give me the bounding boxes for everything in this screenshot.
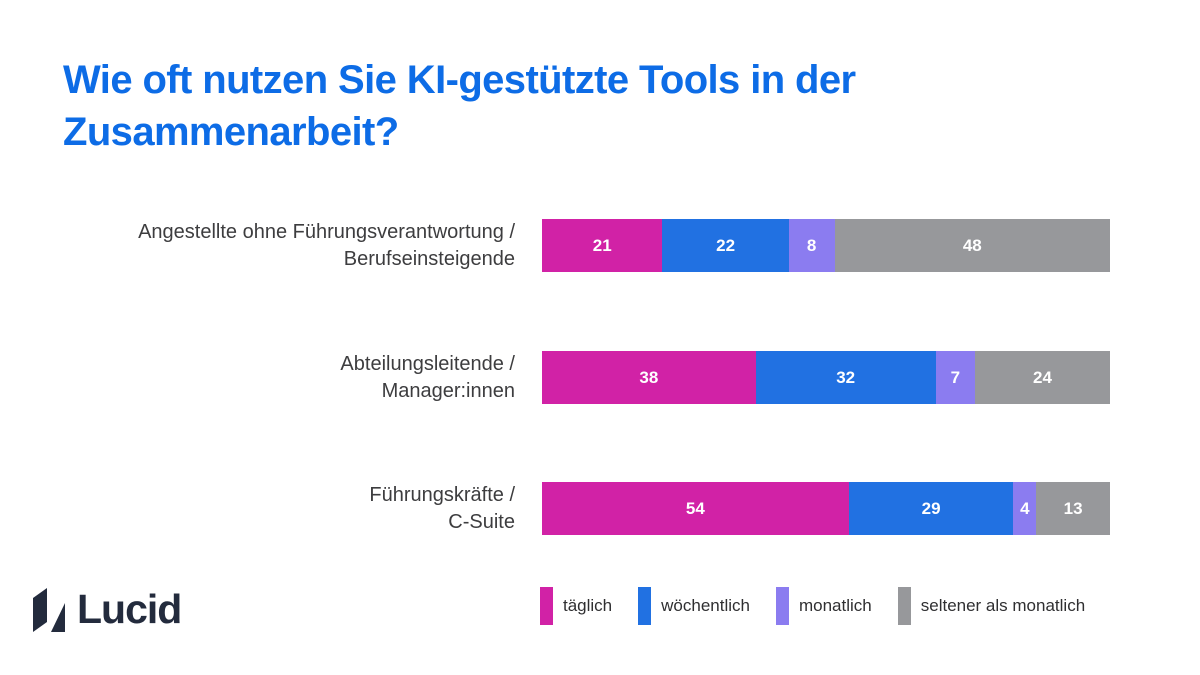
segment-value: 13: [1063, 498, 1083, 518]
segment-value: 4: [1020, 498, 1030, 518]
category-label: Führungskräfte / C-Suite: [369, 484, 515, 533]
stacked-bar: 21 22 8 48: [542, 219, 1110, 272]
bar-segment-wöchentlich: 29: [848, 482, 1014, 535]
lucid-logo: Lucid: [30, 584, 182, 634]
legend-label: seltener als monatlich: [920, 596, 1086, 615]
bar-segment-seltener-als-monatlich: 24: [975, 351, 1110, 404]
segment-value: 48: [962, 235, 982, 255]
chart-row: Abteilungsleitende / Manager:innen 38 32 7 24: [0, 351, 1110, 404]
chart-title: Wie oft nutzen Sie KI-gestützte Tools in…: [63, 58, 856, 154]
bar-segment-monatlich: 7: [935, 351, 975, 404]
segment-value: 22: [716, 235, 736, 255]
lucid-logo-text: Lucid: [77, 585, 182, 632]
stacked-bar: 38 32 7 24: [542, 351, 1110, 404]
segment-value: 29: [921, 498, 941, 518]
bar-segment-täglich: 38: [542, 351, 756, 404]
bar-segment-seltener-als-monatlich: 48: [834, 219, 1110, 272]
legend-item: monatlich: [775, 587, 872, 625]
legend-item: täglich: [540, 587, 612, 625]
legend-item: seltener als monatlich: [897, 587, 1086, 625]
segment-value: 21: [592, 235, 612, 255]
bar-segment-täglich: 21: [542, 219, 663, 272]
legend-swatch-icon: [638, 587, 652, 625]
legend-swatch-icon: [540, 587, 553, 625]
legend-label: täglich: [563, 596, 613, 615]
bar-segment-wöchentlich: 32: [755, 351, 936, 404]
segment-value: 7: [950, 367, 961, 387]
segment-value: 8: [806, 235, 817, 255]
segment-value: 54: [685, 498, 705, 518]
chart-legend: täglich wöchentlich monatlich seltener als …: [540, 587, 1085, 625]
segment-value: 38: [639, 367, 659, 387]
chart-row: Angestellte ohne Führungsverantwortung /…: [0, 219, 1110, 272]
segment-value: 32: [836, 367, 856, 387]
stacked-bar: 54 29 4 13: [542, 482, 1110, 535]
bar-segment-seltener-als-monatlich: 13: [1036, 482, 1110, 535]
category-label: Abteilungsleitende / Manager:innen: [340, 353, 515, 402]
chart-row: Führungskräfte / C-Suite 54 29 4 13: [0, 482, 1110, 535]
category-label: Angestellte ohne Führungsverantwortung /…: [138, 221, 515, 270]
legend-label: monatlich: [798, 596, 872, 615]
bar-segment-monatlich: 4: [1013, 482, 1037, 535]
bar-segment-täglich: 54: [542, 482, 849, 535]
legend-swatch-icon: [897, 587, 911, 625]
segment-value: 24: [1033, 367, 1052, 387]
legend-swatch-icon: [775, 587, 789, 625]
bar-segment-wöchentlich: 22: [662, 219, 789, 272]
legend-label: wöchentlich: [661, 596, 750, 615]
lucid-logo-mark-icon: [33, 588, 65, 632]
bar-segment-monatlich: 8: [788, 219, 835, 272]
legend-item: wöchentlich: [638, 587, 750, 625]
